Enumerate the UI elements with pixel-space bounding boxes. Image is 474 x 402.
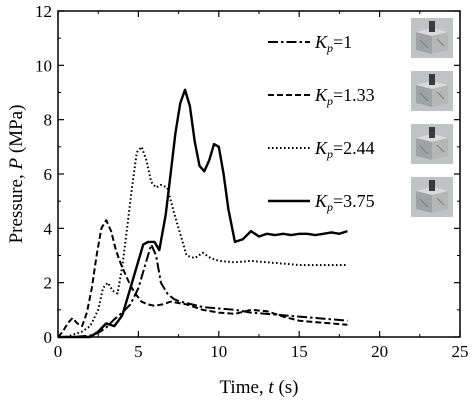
fracture-line bbox=[419, 92, 429, 102]
series-line-3 bbox=[58, 145, 348, 338]
block-right-face bbox=[432, 191, 448, 213]
plot-frame bbox=[57, 10, 461, 338]
block-right-face bbox=[432, 32, 448, 54]
y-axis-ticks: 0 2 4 6 8 10 12 bbox=[35, 2, 460, 347]
y-tick-label: 10 bbox=[35, 56, 52, 75]
legend: Kp=1 Kp=1.33 Kp=2.44 Kp=3.75 bbox=[268, 32, 375, 214]
series-line-4 bbox=[58, 88, 348, 339]
y-tick-label: 12 bbox=[35, 2, 52, 21]
fracture-line bbox=[436, 38, 445, 47]
series-line-1 bbox=[58, 243, 348, 338]
loading-rod bbox=[429, 180, 435, 191]
x-tick-label: 15 bbox=[291, 342, 308, 361]
block-left-face bbox=[416, 191, 432, 213]
legend-entry-4: Kp=3.75 bbox=[314, 191, 375, 214]
block-left-face bbox=[416, 85, 432, 107]
series-line-2 bbox=[57, 219, 348, 338]
loading-rod bbox=[429, 127, 435, 138]
fracture-line bbox=[419, 145, 429, 155]
y-axis-label: Pressure, P (MPa) bbox=[6, 105, 27, 244]
y-tick-label: 0 bbox=[44, 328, 53, 347]
block-right-face bbox=[432, 85, 448, 107]
y-tick-label: 2 bbox=[44, 274, 53, 293]
y-tick-label: 4 bbox=[44, 219, 53, 238]
fracture-line bbox=[419, 198, 429, 208]
fracture-line bbox=[419, 39, 429, 49]
legend-entry-1: Kp=1 bbox=[314, 32, 352, 55]
specimen-photo-4 bbox=[411, 177, 453, 217]
specimen-photo-3 bbox=[411, 124, 453, 164]
fracture-line bbox=[436, 144, 445, 153]
x-tick-label: 10 bbox=[210, 342, 227, 361]
x-tick-label: 0 bbox=[54, 342, 63, 361]
x-axis-ticks: 0 5 10 15 20 25 bbox=[54, 11, 469, 361]
loading-rod bbox=[429, 74, 435, 85]
fracture-line bbox=[436, 91, 445, 100]
legend-entry-3: Kp=2.44 bbox=[314, 138, 375, 161]
block-left-face bbox=[416, 32, 432, 54]
fracture-line bbox=[436, 197, 445, 206]
series-lines bbox=[57, 88, 348, 339]
specimen-photos bbox=[411, 18, 453, 217]
legend-entry-2: Kp=1.33 bbox=[314, 85, 375, 108]
block-left-face bbox=[416, 138, 432, 160]
x-tick-label: 25 bbox=[452, 342, 469, 361]
y-tick-label: 6 bbox=[44, 165, 53, 184]
y-tick-label: 8 bbox=[44, 111, 53, 130]
x-axis-label: Time, t (s) bbox=[219, 377, 298, 398]
plot-area: 0 5 10 15 20 25 0 2 4 6 8 10 12 bbox=[35, 2, 469, 361]
x-tick-label: 20 bbox=[371, 342, 388, 361]
x-tick-label: 5 bbox=[134, 342, 143, 361]
specimen-photo-1 bbox=[411, 18, 453, 58]
loading-rod bbox=[429, 21, 435, 32]
specimen-photo-2 bbox=[411, 71, 453, 111]
block-right-face bbox=[432, 138, 448, 160]
